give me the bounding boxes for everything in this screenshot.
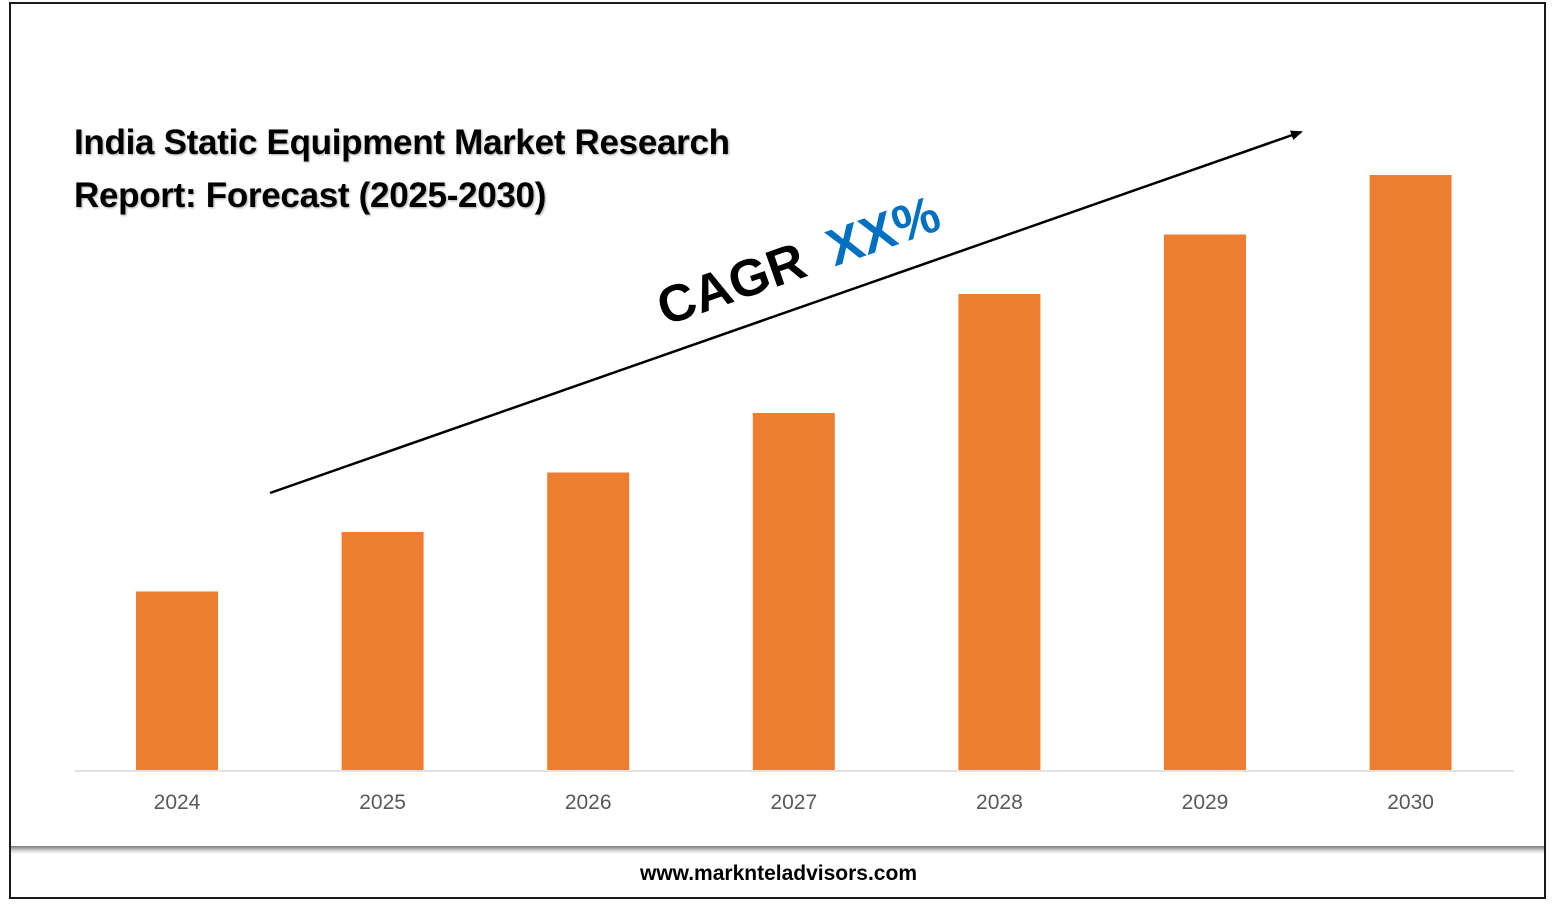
bar-2027: [752, 413, 835, 770]
bar-2025: [341, 532, 424, 770]
x-tick-label-2030: 2030: [1387, 791, 1434, 814]
x-tick-label-2024: 2024: [154, 791, 201, 814]
x-tick-label-2026: 2026: [565, 791, 612, 814]
footer-divider: [11, 846, 1544, 854]
x-tick-label-2029: 2029: [1182, 791, 1229, 814]
bar-2030: [1369, 175, 1452, 770]
bar-2024: [136, 591, 218, 770]
cagr-value: XX%: [819, 185, 947, 278]
cagr-label: CAGR: [650, 232, 814, 337]
chart-title: India Static Equipment Market Research R…: [74, 123, 730, 215]
cagr-annotation: CAGR XX%: [650, 185, 948, 337]
bar-series: [136, 175, 1452, 770]
x-tick-labels: 2024 2025 2026 2027 2028 2029 2030: [154, 791, 1434, 814]
footer-website: www.marknteladvisors.com: [640, 862, 917, 885]
bar-2029: [1164, 234, 1246, 770]
x-tick-label-2025: 2025: [359, 791, 406, 814]
trend-arrow: [269, 130, 1303, 495]
x-tick-label-2028: 2028: [976, 791, 1023, 814]
bar-2026: [547, 472, 630, 770]
x-tick-label-2027: 2027: [770, 791, 817, 814]
bar-2028: [958, 294, 1041, 770]
